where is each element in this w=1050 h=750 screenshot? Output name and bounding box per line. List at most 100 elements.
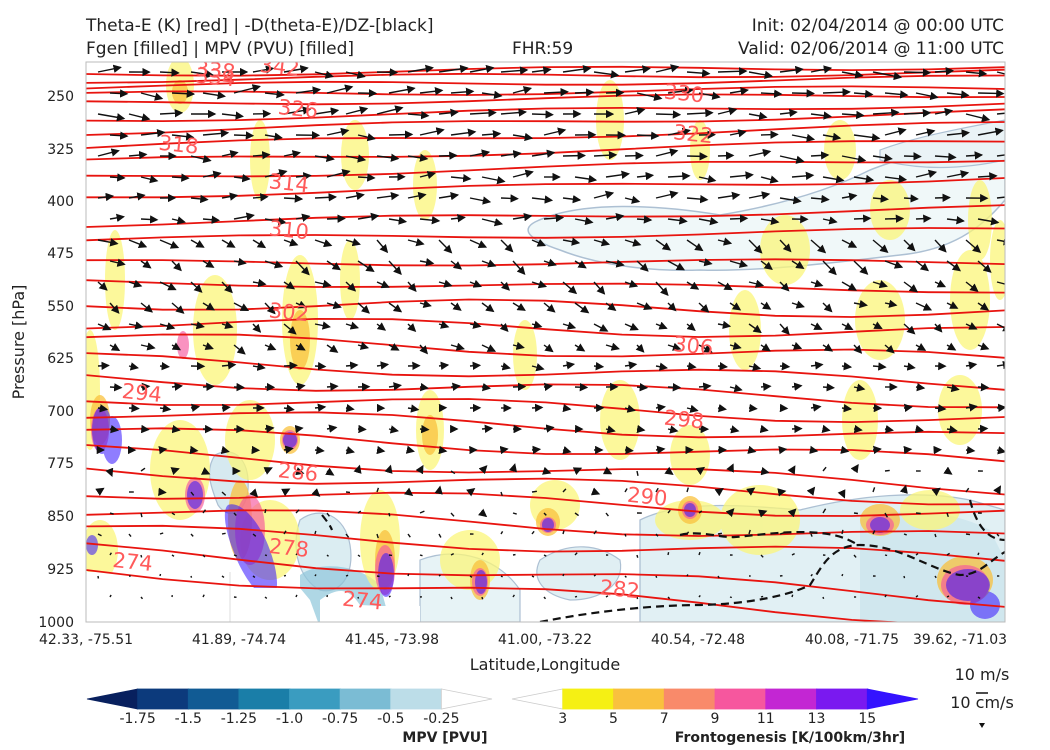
wind-vector xyxy=(314,279,332,288)
wind-vector xyxy=(499,323,509,333)
theta-e-contour-label: 330 xyxy=(663,80,705,108)
wind-vector xyxy=(605,595,609,598)
theta-e-contour-line xyxy=(86,108,1005,136)
wind-vector xyxy=(97,322,112,331)
wind-vector xyxy=(996,403,1005,413)
wind-vector xyxy=(915,214,932,223)
wind-vector xyxy=(810,322,823,330)
wind-vector xyxy=(884,512,889,518)
vector-key-vertical: 10 cm/s xyxy=(950,693,1014,712)
wind-vector xyxy=(574,260,587,269)
wind-vector xyxy=(841,281,858,291)
colorbar-swatch xyxy=(866,688,919,710)
wind-vector xyxy=(326,512,330,517)
wind-vector xyxy=(760,301,772,310)
wind-vector xyxy=(965,533,971,536)
wind-vector xyxy=(202,509,207,514)
wind-vector xyxy=(325,467,335,476)
colorbar-swatch xyxy=(187,688,240,710)
wind-vector xyxy=(717,281,733,291)
wind-vector xyxy=(314,321,331,330)
wind-vector xyxy=(636,424,646,434)
wind-vector xyxy=(434,485,443,495)
wind-vector xyxy=(624,151,644,160)
mpv-colorbar-ticks: -1.75 -1.5 -1.25 -1.0 -0.75 -0.5 -0.25 xyxy=(120,711,460,727)
wind-vector xyxy=(884,260,904,269)
wind-vector xyxy=(946,260,962,272)
wind-vector xyxy=(407,64,434,74)
wind-vector xyxy=(531,195,554,204)
wind-vector xyxy=(109,213,125,223)
wind-vector xyxy=(345,403,355,413)
wind-vector xyxy=(841,70,864,79)
theta-e-contour-line xyxy=(86,121,1005,149)
wind-vector xyxy=(109,343,121,352)
wind-vector xyxy=(934,67,955,76)
wind-vector xyxy=(965,69,988,78)
title-line-1: Theta-E (K) [red] | -D(theta-E)/DZ-[blac… xyxy=(85,16,434,36)
wind-vector xyxy=(159,108,184,118)
colorbar-tick: -0.25 xyxy=(423,711,459,727)
wind-vector xyxy=(469,575,473,578)
wind-vector xyxy=(415,464,424,475)
wind-vector xyxy=(624,575,627,578)
wind-vector xyxy=(500,281,511,291)
wind-vector xyxy=(686,574,689,577)
wind-vector xyxy=(635,343,645,353)
wind-vector xyxy=(574,512,580,517)
wind-vector xyxy=(128,150,148,160)
wind-vector xyxy=(419,510,425,514)
wind-vector xyxy=(914,424,924,434)
wind-vector xyxy=(388,343,400,351)
wind-vector xyxy=(841,155,867,164)
mpv-colorbar-swatches xyxy=(86,688,493,710)
wind-vector xyxy=(965,239,982,254)
wind-vector xyxy=(264,509,267,514)
wind-vector xyxy=(915,128,936,137)
theta-e-contour-label: 274 xyxy=(341,587,383,615)
wind-vector xyxy=(140,260,152,269)
wind-vector xyxy=(779,361,791,371)
wind-vector xyxy=(748,111,768,121)
wind-vector xyxy=(388,425,399,434)
y-tick: 850 xyxy=(47,509,74,525)
wind-vector xyxy=(729,302,742,311)
wind-vector xyxy=(853,214,872,223)
wind-vector xyxy=(221,192,239,201)
wind-vectors xyxy=(95,64,1005,600)
wind-vector xyxy=(934,107,954,117)
wind-vector xyxy=(481,175,506,185)
wind-vector xyxy=(295,300,307,309)
wind-vector xyxy=(469,279,482,288)
wind-vector xyxy=(469,108,497,118)
wind-vector xyxy=(636,596,639,600)
wind-vector xyxy=(190,491,195,496)
wind-vector xyxy=(314,361,327,371)
wind-vector xyxy=(605,170,630,179)
wind-vector xyxy=(946,552,950,556)
wind-vector xyxy=(996,533,1000,537)
wind-vector xyxy=(686,152,708,161)
wind-vector xyxy=(190,70,215,79)
wind-vector xyxy=(760,466,770,476)
wind-vector xyxy=(326,168,351,178)
mpv-colorbar-label: MPV [PVU] xyxy=(402,730,487,746)
wind-vector xyxy=(806,486,816,496)
wind-vector xyxy=(884,469,890,472)
wind-vector xyxy=(884,214,905,223)
wind-vector xyxy=(934,279,947,288)
wind-vector xyxy=(159,404,172,413)
wind-vector xyxy=(531,363,545,372)
wind-vector xyxy=(884,127,907,136)
wind-vector xyxy=(407,238,425,247)
wind-vector xyxy=(252,362,266,371)
wind-vector xyxy=(450,260,463,270)
wind-vector xyxy=(252,151,271,160)
wind-vector xyxy=(109,258,126,267)
wind-vector xyxy=(977,302,990,311)
wind-vector xyxy=(748,529,751,535)
wind-vector xyxy=(686,487,689,493)
colorbar-tick: 13 xyxy=(808,711,826,727)
wind-vector xyxy=(281,488,291,497)
